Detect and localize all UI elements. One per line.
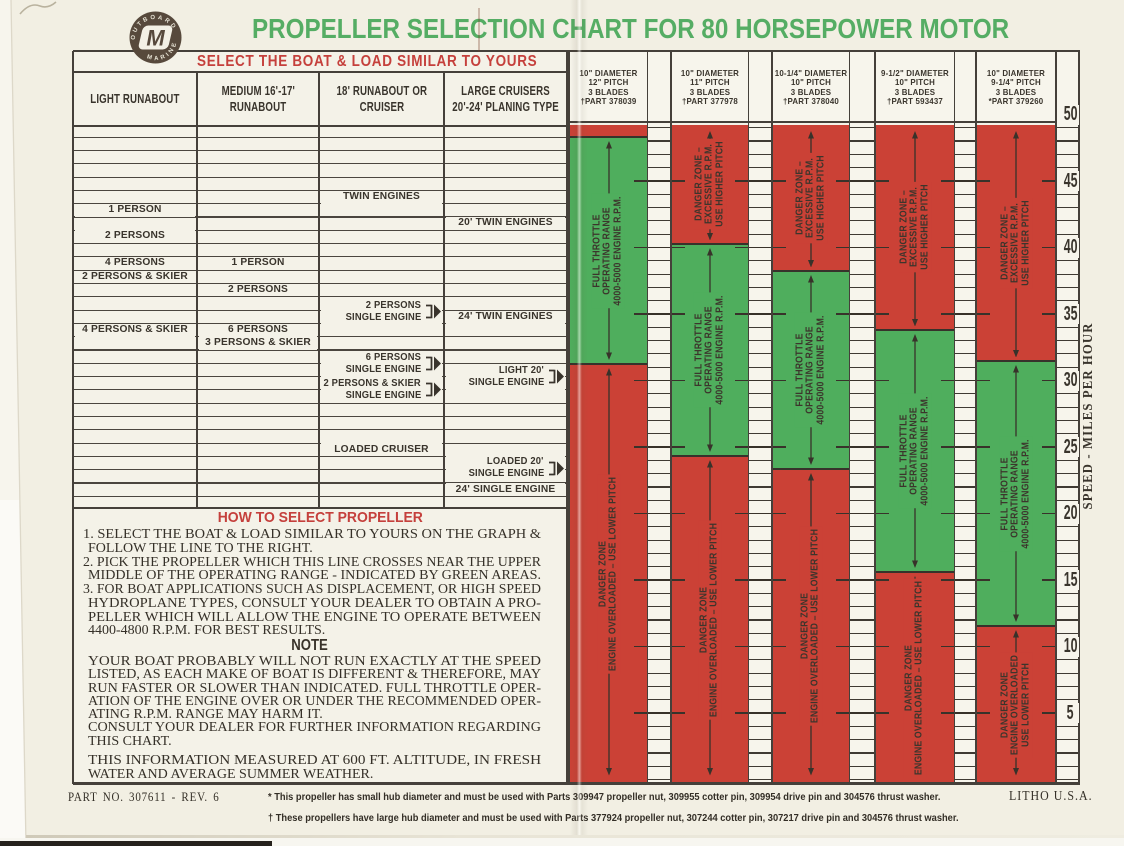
svg-text:M: M [146, 26, 165, 51]
